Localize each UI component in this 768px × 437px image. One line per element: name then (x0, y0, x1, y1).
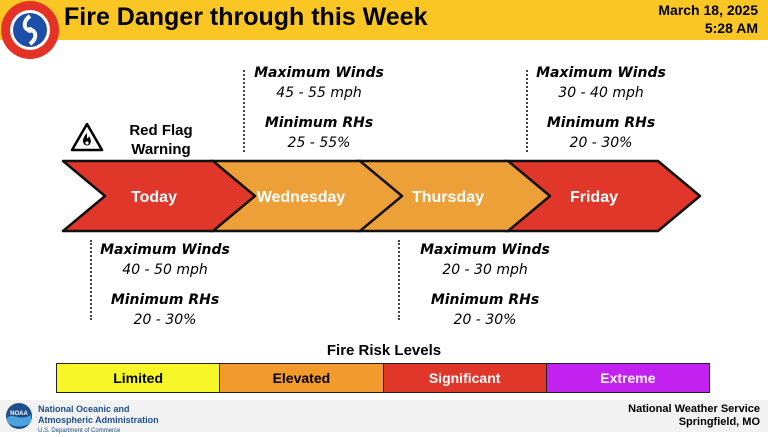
issue-date: March 18, 2025 (658, 2, 758, 18)
red-flag-line1: Red Flag (129, 122, 193, 139)
noaa-logo-icon: NOAA (6, 403, 32, 429)
office-name: National Weather Service Springfield, MO (628, 403, 760, 429)
rh-label: Minimum RHs (430, 292, 540, 308)
issue-time: 5:28 AM (704, 20, 758, 36)
dotted-leader-wednesday (243, 70, 245, 152)
rh-label: Minimum RHs (546, 115, 656, 131)
winds-value: 30 - 40 mph (558, 85, 644, 101)
rh-label: Minimum RHs (110, 292, 220, 308)
red-flag-line2: Warning (131, 141, 191, 158)
rh-value: 20 - 30% (133, 312, 197, 328)
info-friday: Maximum Winds 30 - 40 mph Minimum RHs 20… (530, 63, 672, 153)
risk-levels-legend: Limited Elevated Significant Extreme (56, 363, 710, 393)
noaa-line3: U.S. Department of Commerce (38, 428, 121, 434)
risk-level-limited: Limited (57, 364, 221, 392)
day-label-wednesday: Wednesday (257, 189, 346, 206)
day-label-thursday: Thursday (412, 189, 484, 206)
header-bar (0, 0, 768, 40)
winds-label: Maximum Winds (100, 242, 230, 258)
noaa-line2: Atmospheric Administration (38, 415, 159, 425)
winds-label: Maximum Winds (254, 65, 384, 81)
dotted-leader-friday (526, 70, 528, 152)
dotted-leader-thursday (398, 240, 400, 320)
fire-warning-icon (70, 122, 104, 152)
page-title: Fire Danger through this Week (64, 3, 428, 31)
risk-levels-title: Fire Risk Levels (326, 342, 442, 359)
day-label-friday: Friday (570, 189, 618, 206)
risk-level-elevated: Elevated (220, 364, 384, 392)
winds-value: 45 - 55 mph (276, 85, 362, 101)
day-timeline: Today Wednesday Thursday Friday (61, 159, 702, 233)
office-line1: National Weather Service (628, 403, 760, 415)
dotted-leader-today (90, 240, 92, 320)
info-thursday: Maximum Winds 20 - 30 mph Minimum RHs 20… (414, 240, 556, 330)
svg-text:NOAA: NOAA (10, 411, 28, 417)
info-today: Maximum Winds 40 - 50 mph Minimum RHs 20… (94, 240, 236, 330)
risk-level-significant: Significant (383, 364, 547, 392)
nws-logo-icon (1, 1, 59, 59)
red-flag-warning-label: Red Flag Warning (118, 121, 204, 159)
footer-bar (0, 400, 768, 432)
office-line2: Springfield, MO (678, 416, 760, 428)
rh-value: 25 - 55% (287, 135, 351, 151)
noaa-name: National Oceanic and Atmospheric Adminis… (38, 404, 159, 437)
winds-label: Maximum Winds (536, 65, 666, 81)
noaa-line1: National Oceanic and (38, 404, 130, 414)
winds-value: 20 - 30 mph (442, 262, 528, 278)
risk-level-extreme: Extreme (546, 364, 709, 392)
day-arrow-today (61, 159, 257, 233)
rh-value: 20 - 30% (569, 135, 633, 151)
rh-value: 20 - 30% (453, 312, 517, 328)
rh-label: Minimum RHs (264, 115, 374, 131)
winds-label: Maximum Winds (420, 242, 550, 258)
info-wednesday: Maximum Winds 45 - 55 mph Minimum RHs 25… (248, 63, 390, 153)
issue-datetime: March 18, 2025 5:28 AM (658, 1, 758, 37)
winds-value: 40 - 50 mph (122, 262, 208, 278)
day-label-today: Today (131, 189, 177, 206)
